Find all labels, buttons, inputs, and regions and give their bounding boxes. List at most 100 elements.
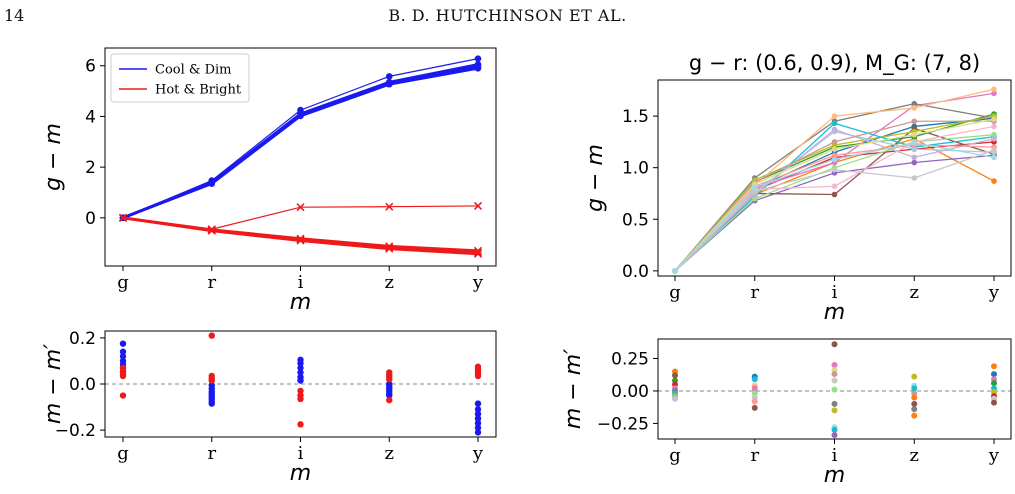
data-point bbox=[297, 112, 304, 120]
x-tick-label: i bbox=[832, 445, 838, 466]
data-point bbox=[831, 400, 838, 407]
data-point bbox=[474, 415, 482, 422]
data-point bbox=[119, 348, 127, 355]
y-tick-label: 2 bbox=[85, 158, 96, 178]
x-axis-label: m bbox=[824, 463, 845, 488]
y-tick-label: −0.25 bbox=[597, 414, 649, 434]
y-axis-label: g − m bbox=[583, 144, 608, 212]
data-point bbox=[911, 131, 918, 138]
data-point bbox=[831, 166, 838, 173]
y-tick-label: 1.0 bbox=[622, 159, 649, 179]
data-point bbox=[751, 376, 758, 383]
y-tick-label: 0.25 bbox=[611, 349, 649, 369]
y-tick-label: −0.2 bbox=[55, 421, 96, 441]
data-point bbox=[118, 213, 128, 222]
data-point bbox=[474, 400, 482, 407]
data-point bbox=[911, 175, 918, 181]
data-point bbox=[831, 371, 838, 378]
data-point bbox=[831, 156, 838, 163]
data-point bbox=[991, 363, 997, 370]
x-tick-label: g bbox=[669, 445, 681, 466]
data-point bbox=[297, 421, 304, 428]
data-point-stroke bbox=[473, 249, 483, 258]
y-tick-label: 0 bbox=[85, 209, 96, 229]
x-tick-label: i bbox=[832, 282, 838, 303]
data-point bbox=[831, 341, 838, 348]
data-point bbox=[911, 118, 918, 125]
data-point bbox=[831, 426, 838, 433]
x-tick-label: r bbox=[750, 282, 759, 303]
data-point bbox=[386, 376, 393, 383]
data-point bbox=[474, 372, 482, 380]
data-point bbox=[911, 400, 918, 407]
x-tick-label: y bbox=[472, 272, 484, 293]
x-tick-label: z bbox=[385, 443, 394, 464]
data-point bbox=[297, 377, 304, 384]
y-tick-label: 1.5 bbox=[622, 107, 649, 127]
legend-label: Hot & Bright bbox=[155, 83, 242, 98]
data-point bbox=[991, 131, 997, 138]
data-point bbox=[207, 226, 216, 235]
data-point bbox=[751, 195, 758, 202]
data-point bbox=[751, 398, 758, 405]
data-point-stroke bbox=[118, 213, 128, 222]
data-point bbox=[911, 100, 918, 107]
x-tick-label: z bbox=[385, 272, 394, 293]
y-tick-label: 0.0 bbox=[622, 262, 649, 282]
data-point bbox=[831, 191, 838, 198]
data-point bbox=[297, 360, 304, 367]
data-point bbox=[474, 64, 482, 72]
data-point bbox=[296, 236, 305, 245]
data-point bbox=[991, 86, 997, 93]
data-point bbox=[208, 180, 216, 187]
data-point bbox=[119, 353, 127, 360]
x-tick-label: y bbox=[988, 282, 1000, 303]
x-tick-label: i bbox=[298, 443, 304, 464]
data-point bbox=[911, 105, 918, 111]
data-point bbox=[911, 159, 918, 166]
x-tick-label: r bbox=[207, 443, 216, 464]
data-point bbox=[474, 424, 482, 431]
chart-bottom-right: g r i z y m −0.25 0.00 0.25 m − m′ bbox=[561, 338, 1012, 488]
data-point bbox=[991, 123, 997, 130]
data-point bbox=[991, 136, 997, 142]
y-axis-label: g − m bbox=[41, 123, 66, 191]
data-point-stroke bbox=[296, 203, 305, 212]
y-axis-label: m − m′ bbox=[561, 349, 586, 429]
data-point bbox=[672, 372, 678, 379]
data-point bbox=[831, 361, 838, 368]
data-point bbox=[831, 120, 838, 127]
data-point-stroke bbox=[385, 202, 394, 211]
data-point bbox=[991, 116, 997, 122]
data-point bbox=[831, 386, 838, 393]
chart-bottom-left: g r i z y m −0.2 0.0 0.2m − m′ bbox=[41, 329, 497, 486]
series-line bbox=[122, 216, 479, 253]
plot-frame bbox=[657, 79, 1012, 277]
data-point bbox=[751, 385, 758, 392]
data-point-stroke bbox=[207, 226, 216, 235]
data-point bbox=[831, 432, 838, 439]
x-tick-label: y bbox=[988, 445, 1000, 466]
data-point bbox=[831, 407, 838, 414]
y-tick-label: 0.0 bbox=[69, 375, 96, 395]
data-point bbox=[385, 202, 394, 211]
x-tick-label: g bbox=[669, 282, 681, 303]
data-point bbox=[911, 154, 918, 161]
legend-label: Cool & Dim bbox=[155, 63, 232, 78]
data-point bbox=[296, 203, 305, 212]
data-point bbox=[991, 371, 997, 378]
data-point bbox=[119, 372, 127, 380]
data-point bbox=[473, 249, 483, 258]
running-head: B. D. HUTCHINSON ET AL. bbox=[388, 6, 627, 25]
data-point bbox=[297, 369, 304, 376]
data-point bbox=[831, 126, 838, 133]
data-point bbox=[386, 392, 393, 399]
data-point bbox=[991, 178, 997, 184]
data-point-stroke bbox=[296, 236, 305, 245]
x-tick-label: r bbox=[750, 445, 759, 466]
y-tick-label: 0.2 bbox=[69, 329, 96, 349]
x-tick-label: z bbox=[910, 282, 919, 303]
data-point bbox=[831, 139, 838, 145]
data-point bbox=[831, 113, 838, 119]
